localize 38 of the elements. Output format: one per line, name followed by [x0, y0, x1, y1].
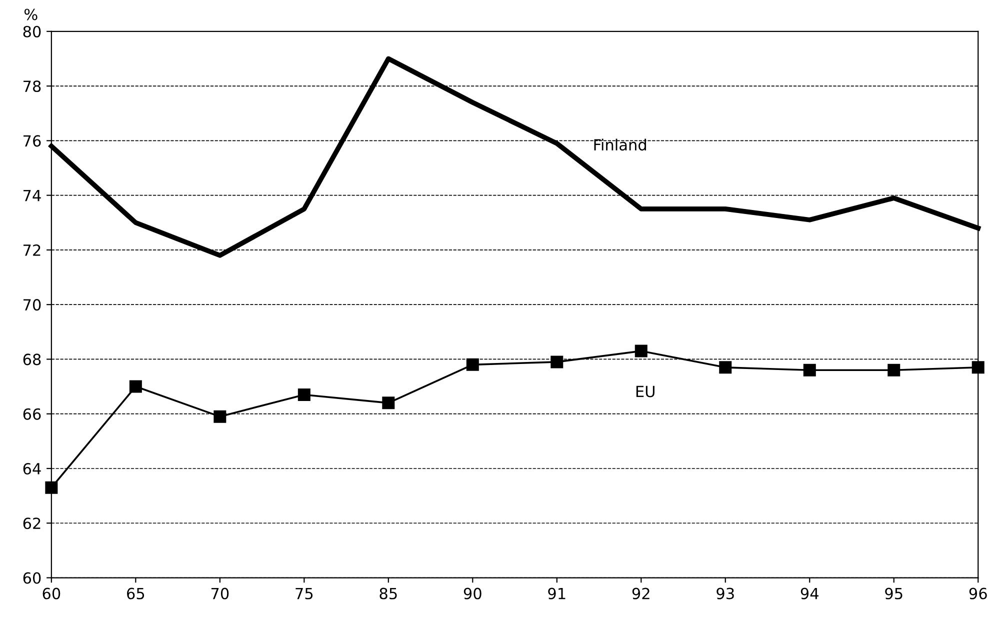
- x-tick-label: 93: [716, 588, 734, 600]
- point: [803, 364, 816, 376]
- x-tick-label: 65: [127, 588, 144, 600]
- x-tick-label: 94: [800, 588, 818, 600]
- point: [45, 481, 58, 494]
- y-tick-label: 66: [23, 408, 41, 420]
- point: [382, 396, 395, 410]
- point: [888, 364, 900, 376]
- point: [466, 358, 479, 371]
- y-tick-label: 68: [23, 354, 41, 366]
- x-tick-label: 91: [548, 588, 566, 600]
- x-tick-label: 60: [42, 588, 60, 600]
- point: [972, 361, 984, 374]
- x-tick-label: 92: [632, 588, 650, 600]
- y-tick-label: 74: [24, 190, 41, 202]
- x-tick-label: 96: [969, 588, 987, 600]
- x-tick-label: 70: [211, 588, 229, 600]
- x-tick-label: 90: [464, 588, 482, 600]
- point: [214, 410, 226, 423]
- x-tick-label: 75: [296, 588, 313, 600]
- y-tick-label: 60: [23, 572, 41, 584]
- y-tick-label: 76: [24, 135, 41, 147]
- y-tick-label: 70: [24, 299, 41, 311]
- y-tick-label: 72: [24, 244, 40, 256]
- point: [719, 361, 732, 374]
- point: [634, 344, 648, 358]
- series-label: EU: [636, 386, 654, 398]
- point: [129, 380, 142, 393]
- y-tick-label: 62: [23, 518, 40, 530]
- y-tick-label: 80: [23, 26, 41, 38]
- point: [298, 388, 310, 401]
- y-axis-title: %: [24, 8, 38, 20]
- y-tick-label: 78: [24, 80, 41, 92]
- x-tick-label: 95: [885, 588, 902, 600]
- point: [550, 356, 564, 368]
- y-tick-label: 64: [23, 462, 41, 475]
- x-tick-label: 85: [380, 588, 397, 600]
- series-label: Finland: [594, 138, 646, 151]
